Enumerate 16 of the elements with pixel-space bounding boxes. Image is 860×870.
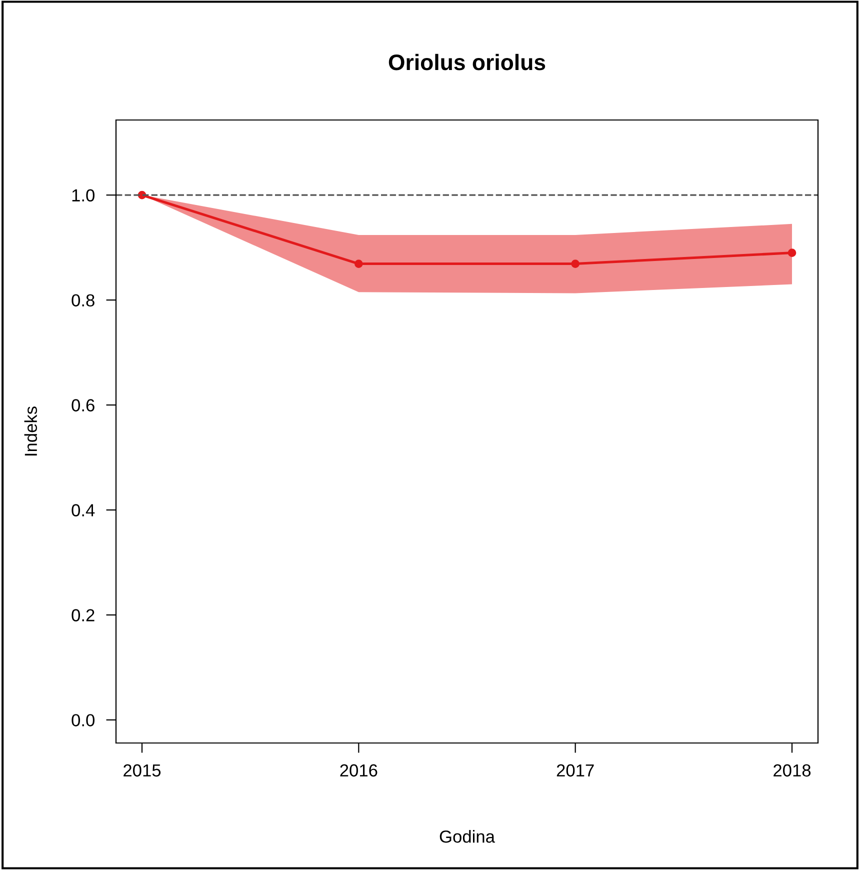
point — [788, 248, 796, 257]
y-tick-label: 0.6 — [72, 399, 94, 412]
y-axis-title: Indeks — [24, 406, 38, 456]
x-tick-label: 2015 — [124, 764, 161, 777]
y-tick-label: 0.4 — [72, 504, 95, 516]
y-tick-label: 0.0 — [72, 714, 94, 726]
x-tick-label: 2016 — [340, 764, 378, 777]
x-tick-label: 2017 — [556, 764, 594, 777]
chart-title: Oriolus oriolus — [388, 54, 546, 70]
point — [354, 260, 363, 268]
x-tick-label: 2018 — [774, 764, 811, 777]
y-tick-label: 0.2 — [72, 609, 94, 622]
y-tick-label: 1.0 — [72, 189, 94, 202]
point — [571, 260, 580, 268]
x-axis-title: Godina — [440, 830, 495, 843]
y-tick-label: 0.8 — [72, 294, 94, 306]
